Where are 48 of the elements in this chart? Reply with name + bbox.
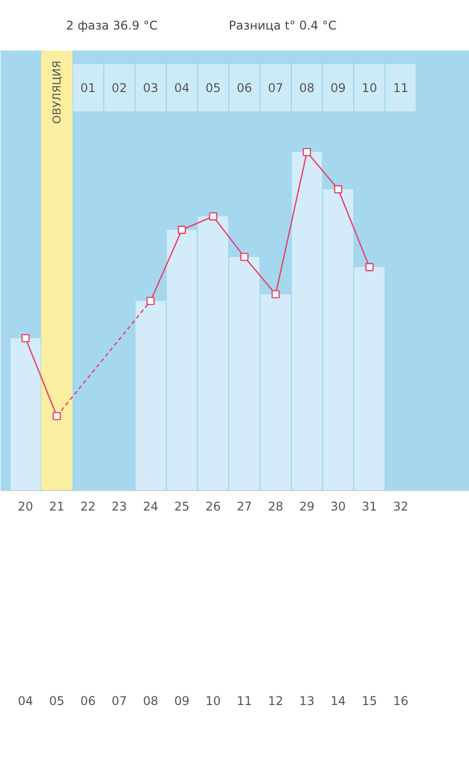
text: 04 (18, 694, 34, 708)
text: 05 (49, 694, 64, 708)
x-tick-label: 28 (268, 500, 284, 514)
text: 2 фаза 36.9 °C (66, 18, 158, 32)
x-tick-label: 26 (205, 500, 221, 514)
point (302, 148, 312, 156)
text: 09 (174, 694, 190, 708)
text: 06 (236, 81, 252, 96)
band-label: ОВУЛЯЦИЯ (50, 60, 64, 124)
text: 11 (393, 81, 408, 96)
text: 14 (330, 694, 346, 708)
x-tick-label: 27 (236, 500, 252, 514)
x-tick-label: 24 (142, 500, 158, 514)
x-tick-label: 29 (299, 500, 315, 514)
text: 07 (268, 81, 284, 96)
text: 01 (80, 81, 96, 96)
x-tick-label: 25 (174, 500, 190, 514)
text: 11 (236, 694, 252, 708)
point (334, 185, 342, 194)
text: 13 (299, 694, 315, 708)
text: 10 (205, 694, 221, 708)
text: Разница t° 0.4 °C (228, 18, 336, 32)
text: 12 (268, 694, 284, 708)
point (272, 290, 280, 298)
point (365, 263, 374, 272)
text: 08 (142, 694, 158, 708)
x-tick-label: 21 (49, 500, 64, 514)
text: 03 (142, 81, 158, 96)
point (178, 226, 186, 234)
text: 15 (362, 694, 378, 708)
point (209, 212, 218, 220)
x-tick-label: 22 (80, 500, 96, 514)
point (240, 252, 248, 262)
x-tick-label: 32 (393, 500, 408, 514)
point (21, 334, 30, 342)
text: 05 (205, 81, 221, 96)
text: 06 (80, 694, 96, 708)
text: 08 (299, 81, 315, 96)
x-tick-label: 20 (18, 500, 34, 514)
text: 04 (174, 81, 190, 96)
x-tick-label: 23 (112, 500, 127, 514)
text: 09 (330, 81, 346, 96)
text: 07 (112, 694, 127, 708)
x-tick-label: 31 (362, 500, 378, 514)
text: 16 (393, 694, 408, 708)
text: 10 (362, 81, 378, 96)
text: 02 (112, 81, 127, 96)
x-tick-label: 30 (330, 500, 346, 514)
